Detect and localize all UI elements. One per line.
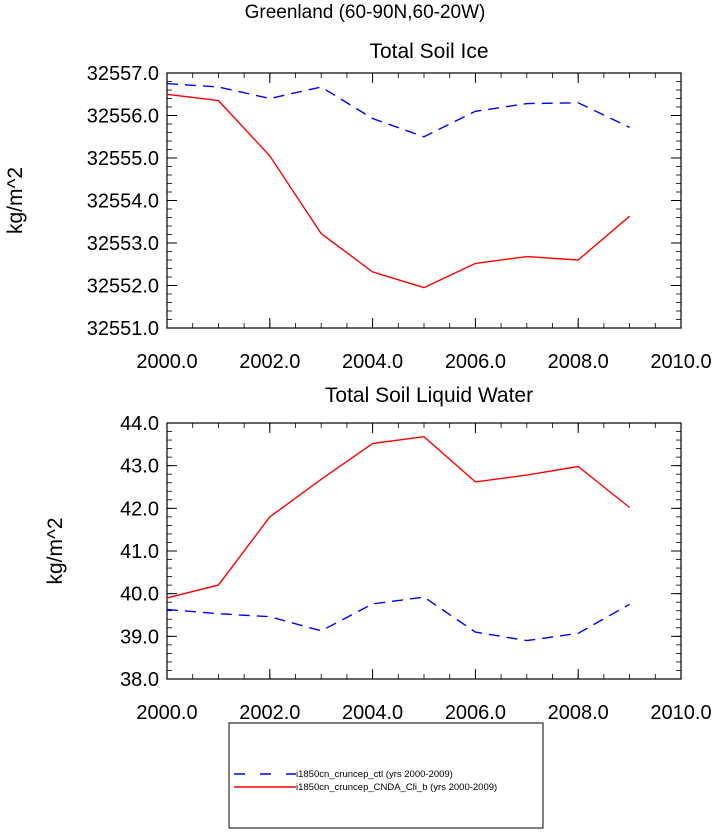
y-tick-label: 40.0 [120, 584, 159, 606]
x-tick-label: 2004.0 [342, 351, 403, 373]
y-tick-label: 32557.0 [87, 63, 159, 85]
chart-title: Total Soil Liquid Water [325, 384, 533, 407]
x-tick-label: 2010.0 [650, 702, 711, 724]
x-tick-label: 2000.0 [136, 351, 197, 373]
y-tick-label: 32555.0 [87, 148, 159, 170]
main-title: Greenland (60-90N,60-20W) [245, 2, 486, 23]
series-line-1 [166, 596, 630, 642]
x-tick-label: 2000.0 [136, 702, 197, 724]
y-tick-label: 39.0 [120, 626, 159, 648]
y-tick-label: 32556.0 [87, 106, 159, 128]
plot-frame [166, 72, 682, 329]
y-tick-label: 32551.0 [87, 318, 159, 340]
legend: i1850cn_cruncep_ctl (yrs 2000-2009) i1850… [228, 722, 544, 829]
chart-panel-2: Total Soil Liquid Water 2000.0 2002.0 2004.… [44, 384, 712, 724]
y-tick-label: 32552.0 [87, 276, 159, 298]
y-tick-label: 43.0 [120, 456, 159, 478]
y-tick-label: 32554.0 [87, 191, 159, 213]
x-tick-label: 2002.0 [239, 702, 300, 724]
series-line-2 [166, 435, 631, 599]
y-tick-label: 32553.0 [87, 233, 159, 255]
y-tick-label: 41.0 [120, 541, 159, 563]
chart-panel-1: Total Soil Ice 2000.0 2002.0 2004.0 2006.0 20… [4, 40, 712, 373]
y-tick-label: 38.0 [120, 669, 159, 691]
series-line-1 [166, 82, 630, 138]
x-tick-label: 2008.0 [548, 351, 609, 373]
legend-label-2: i1850cn_cruncep_CNDA_Cli_b (yrs 2000-200… [296, 782, 497, 793]
series-line-2 [166, 93, 631, 289]
x-tick-label: 2008.0 [548, 702, 609, 724]
x-tick-label: 2004.0 [342, 702, 403, 724]
x-tick-label: 2010.0 [650, 351, 711, 373]
x-tick-label: 2006.0 [445, 702, 506, 724]
legend-box [228, 722, 544, 829]
legend-label-1: i1850cn_cruncep_ctl (yrs 2000-2009) [296, 769, 453, 780]
y-tick-label: 44.0 [120, 413, 159, 435]
y-tick-label: 42.0 [120, 498, 159, 520]
chart-title: Total Soil Ice [369, 40, 488, 63]
y-axis-label: kg/m^2 [44, 517, 67, 584]
x-tick-label: 2002.0 [239, 351, 300, 373]
x-tick-label: 2006.0 [445, 351, 506, 373]
y-axis-label: kg/m^2 [4, 167, 27, 234]
